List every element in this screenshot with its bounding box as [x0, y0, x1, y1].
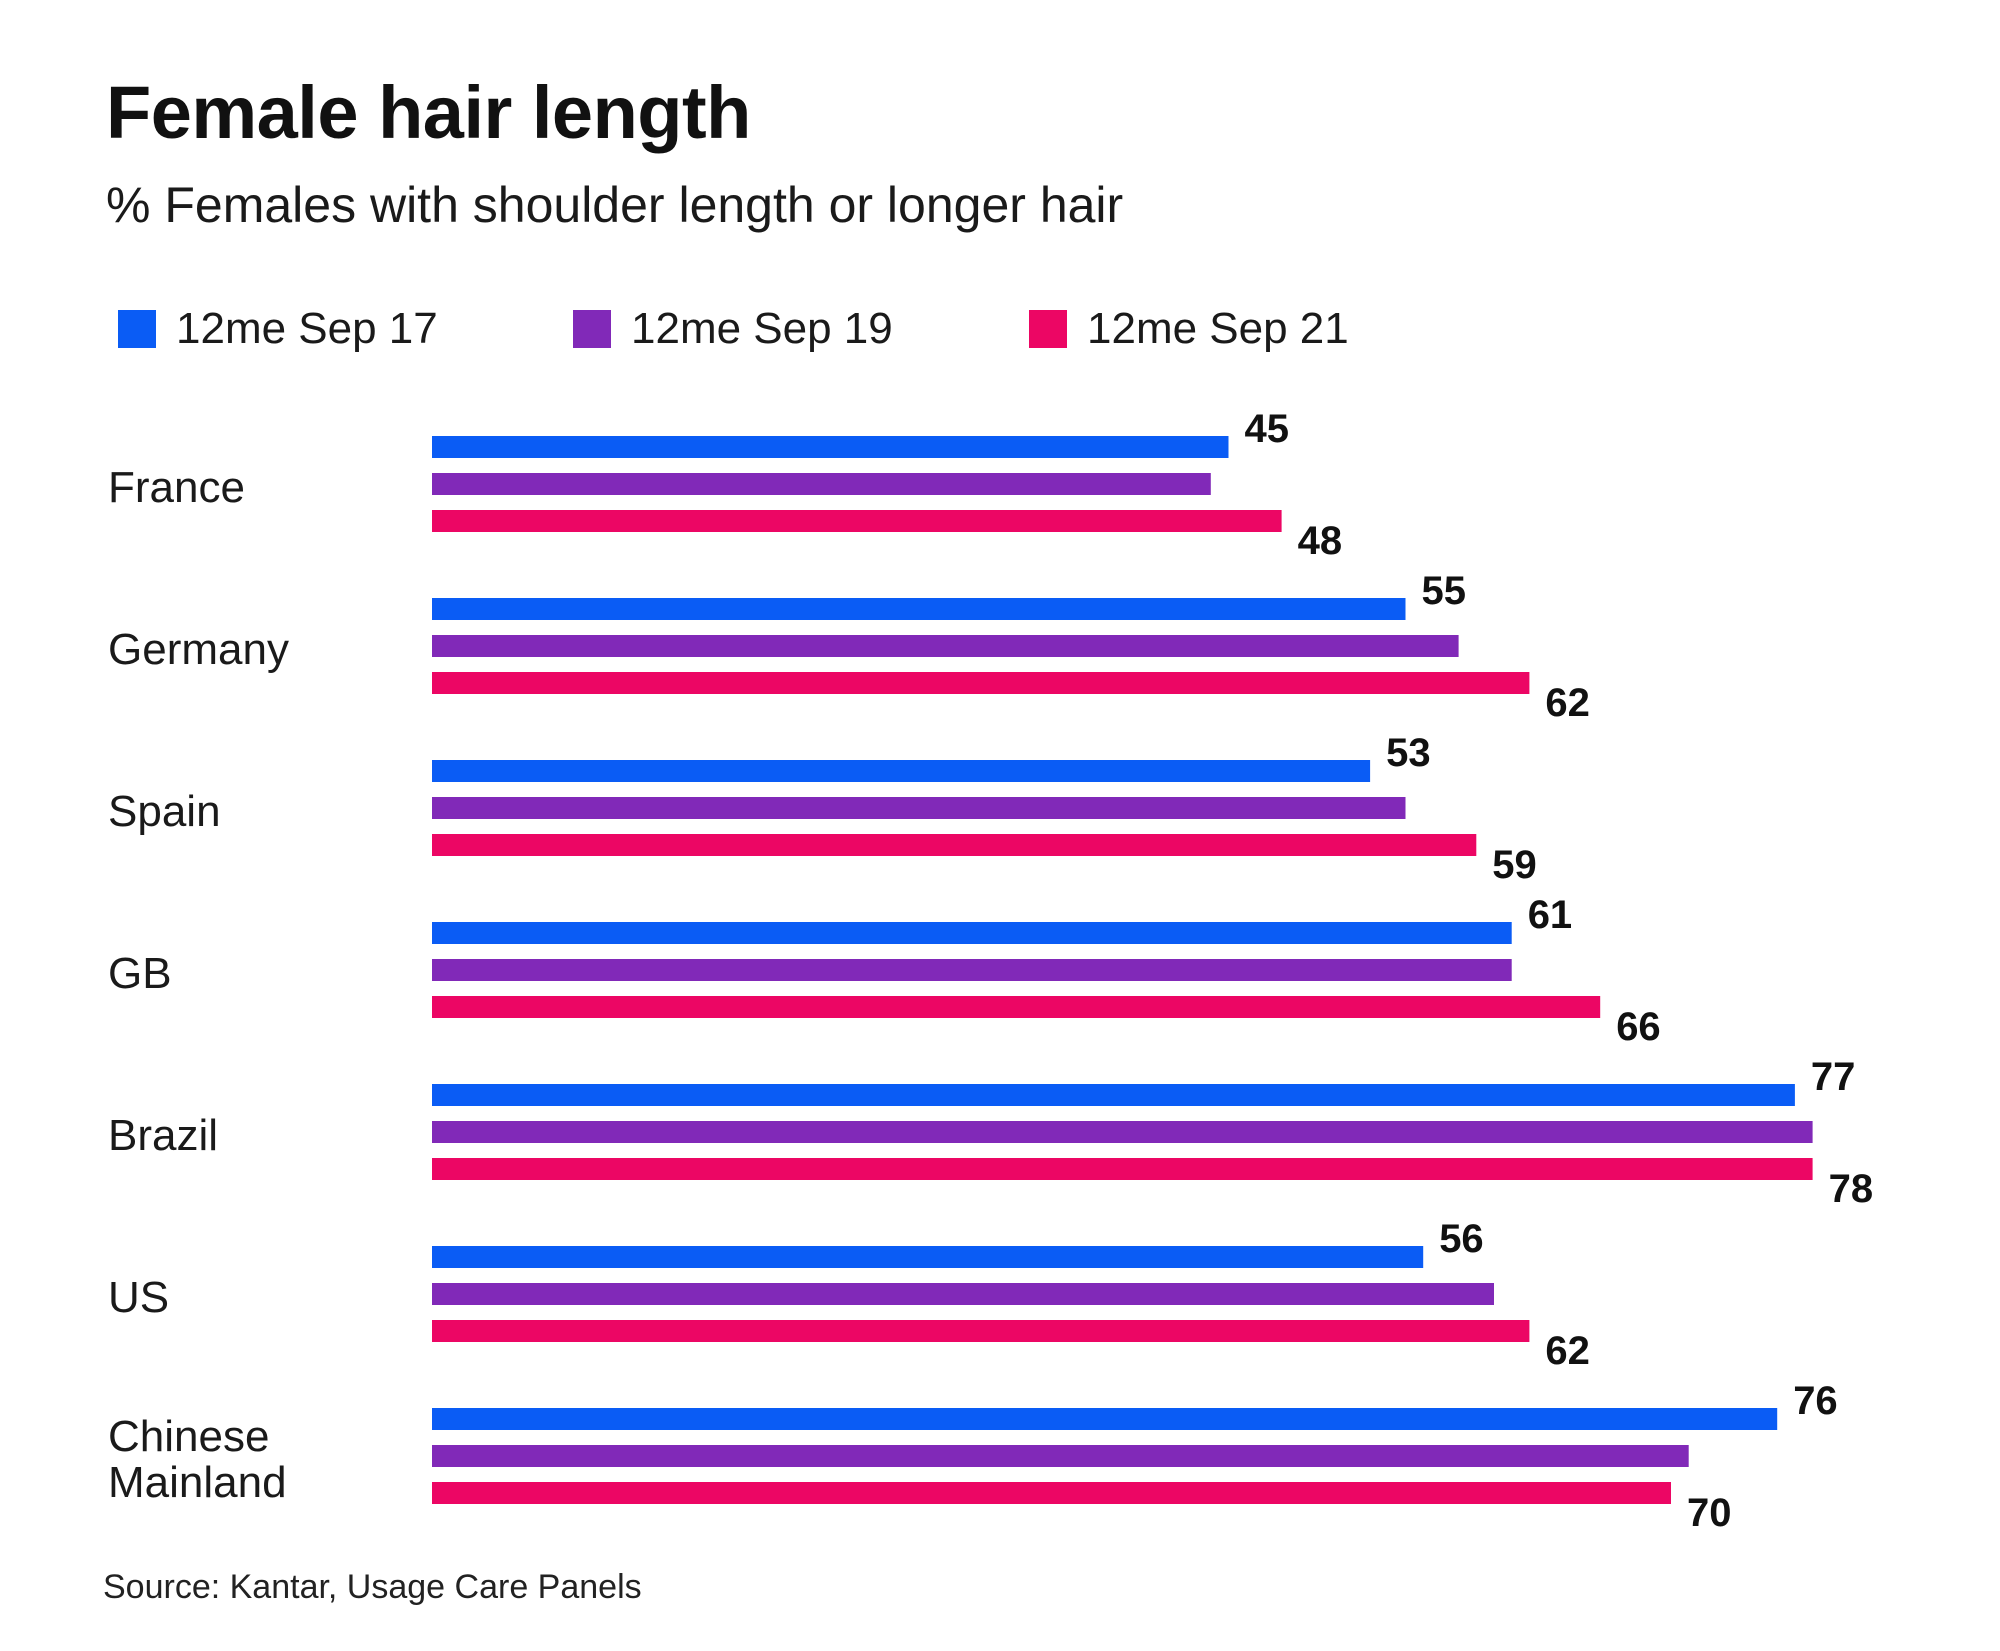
legend-label-sep21: 12me Sep 21 [1087, 304, 1349, 353]
bar [432, 1408, 1778, 1430]
bar [432, 1246, 1424, 1268]
category-label-line: France [108, 463, 245, 512]
data-label: 76 [1793, 1379, 1838, 1423]
chart-title: Female hair length [106, 71, 751, 154]
bar [432, 510, 1282, 532]
legend-label-sep19: 12me Sep 19 [631, 304, 893, 353]
chart-subtitle: % Females with shoulder length or longer… [106, 177, 1124, 233]
bar [432, 834, 1477, 856]
bar [432, 1445, 1689, 1467]
data-label: 59 [1492, 843, 1537, 887]
data-label: 61 [1528, 893, 1573, 937]
category-label-line: Germany [108, 625, 289, 674]
category-label-line: Mainland [108, 1458, 287, 1507]
category-label-line: US [108, 1273, 169, 1322]
category-label-line: Spain [108, 787, 221, 836]
bar [432, 797, 1406, 819]
bar [432, 1084, 1795, 1106]
category-label: Brazil [108, 1111, 218, 1160]
bar [432, 1121, 1813, 1143]
bar [432, 1283, 1494, 1305]
bar [432, 1482, 1671, 1504]
bar [432, 635, 1459, 657]
data-label: 53 [1386, 731, 1431, 775]
data-label: 56 [1439, 1217, 1484, 1261]
data-label: 77 [1811, 1055, 1856, 1099]
data-label: 66 [1616, 1005, 1661, 1049]
legend-label-sep17: 12me Sep 17 [176, 304, 438, 353]
legend-item-sep19: 12me Sep 19 [573, 305, 893, 353]
bar [432, 760, 1371, 782]
category-label-line: GB [108, 949, 172, 998]
data-label: 48 [1298, 519, 1343, 563]
category-label: US [108, 1273, 169, 1322]
category-label: Germany [108, 625, 289, 674]
bar [432, 922, 1512, 944]
category-label: GB [108, 949, 172, 998]
bar [432, 1320, 1530, 1342]
legend-swatch-sep19 [573, 310, 611, 348]
data-label: 78 [1829, 1167, 1874, 1211]
bar [432, 598, 1406, 620]
source-note: Source: Kantar, Usage Care Panels [103, 1568, 642, 1606]
bar [432, 672, 1530, 694]
category-label: Chinese Mainland [108, 1412, 287, 1507]
bar [432, 473, 1211, 495]
data-label: 70 [1687, 1491, 1732, 1535]
legend-item-sep17: 12me Sep 17 [118, 305, 438, 353]
category-label: Spain [108, 787, 221, 836]
category-label-line: Brazil [108, 1111, 218, 1160]
data-label: 45 [1245, 407, 1290, 451]
data-label: 62 [1545, 1329, 1590, 1373]
data-label: 55 [1422, 569, 1467, 613]
bar [432, 1158, 1813, 1180]
bar [432, 996, 1601, 1018]
category-label-line: Chinese [108, 1412, 269, 1461]
legend-swatch-sep17 [118, 310, 156, 348]
category-label: France [108, 463, 245, 512]
legend-swatch-sep21 [1029, 310, 1067, 348]
bar [432, 436, 1229, 458]
bar [432, 959, 1512, 981]
legend-item-sep21: 12me Sep 21 [1029, 305, 1349, 353]
data-label: 62 [1545, 681, 1590, 725]
